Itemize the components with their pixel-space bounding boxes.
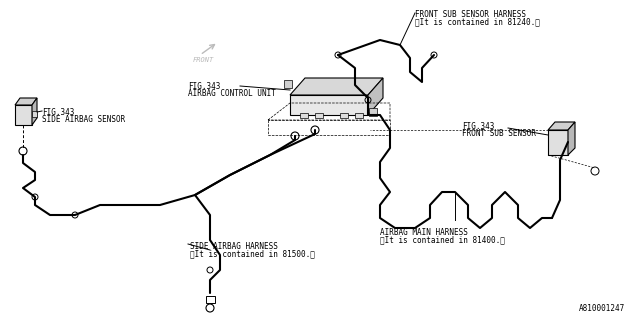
Bar [300,113,308,118]
Text: FIG.343: FIG.343 [188,82,220,91]
Bar [205,295,214,302]
Bar [340,113,348,118]
Bar [355,113,363,118]
Bar [315,113,323,118]
Text: 〈It is contained in 81240.〉: 〈It is contained in 81240.〉 [415,17,540,26]
Polygon shape [15,98,37,105]
Polygon shape [290,95,368,115]
Text: SIDE AIRBAG SENSOR: SIDE AIRBAG SENSOR [42,115,125,124]
Text: FRONT SUB SENSOR HARNESS: FRONT SUB SENSOR HARNESS [415,10,526,19]
Bar [284,80,292,88]
Text: FIG.343: FIG.343 [42,108,74,117]
Polygon shape [548,122,575,130]
Text: FRONT SUB SENSOR: FRONT SUB SENSOR [462,129,536,138]
Text: AIRBAG MAIN HARNESS: AIRBAG MAIN HARNESS [380,228,468,237]
Polygon shape [568,122,575,155]
Polygon shape [290,78,383,95]
Text: 〈It is contained in 81500.〉: 〈It is contained in 81500.〉 [190,249,315,258]
Polygon shape [368,78,383,115]
Bar [32,111,37,117]
Text: FIG.343: FIG.343 [462,122,494,131]
Text: A810001247: A810001247 [579,304,625,313]
Text: SIDE AIRBAG HARNESS: SIDE AIRBAG HARNESS [190,242,278,251]
Polygon shape [32,98,37,125]
Polygon shape [548,130,568,155]
Polygon shape [15,105,32,125]
Text: 〈It is contained in 81400.〉: 〈It is contained in 81400.〉 [380,235,505,244]
Bar [369,108,377,116]
Text: FRONT: FRONT [193,57,214,63]
Text: AIRBAG CONTROL UNIT: AIRBAG CONTROL UNIT [188,89,276,98]
